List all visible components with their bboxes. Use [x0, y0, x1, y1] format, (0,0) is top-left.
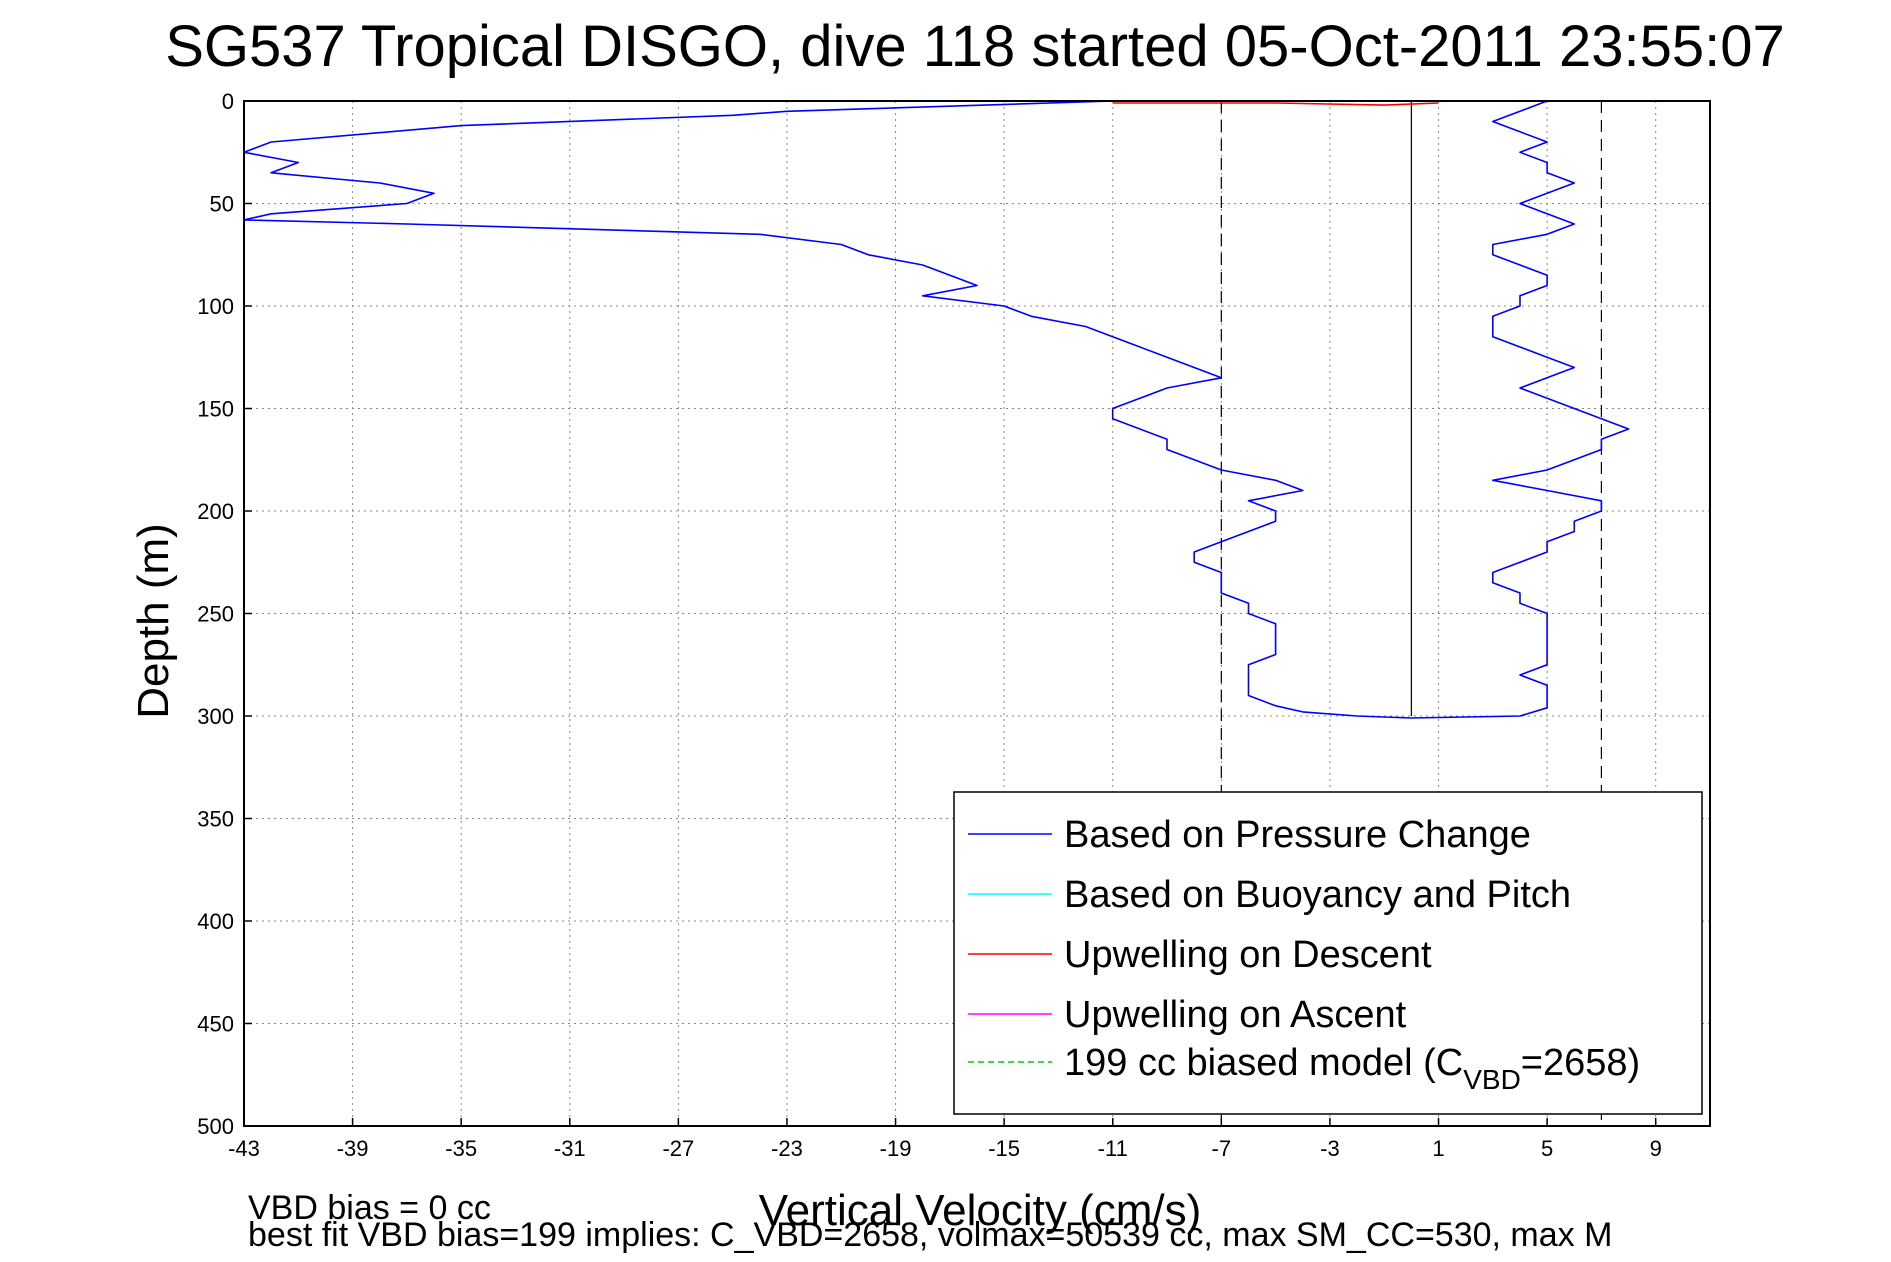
y-tick-label: 0 [222, 89, 234, 114]
series-group [243, 100, 1630, 719]
legend-label: Based on Buoyancy and Pitch [1064, 874, 1571, 916]
x-tick-label: 9 [1650, 1136, 1662, 1161]
x-tick-label: 5 [1541, 1136, 1553, 1161]
legend-label-suffix: =2658) [1521, 1042, 1640, 1084]
legend-box [953, 791, 1703, 1115]
legend-label-text: Upwelling on Ascent [1064, 994, 1407, 1036]
series-line [243, 100, 1412, 719]
legend-label-subscript: VBD [1463, 1064, 1521, 1095]
footer-line-2: best fit VBD bias=199 implies: C_VBD=265… [248, 1216, 1612, 1254]
y-tick-label: 300 [197, 704, 234, 729]
x-tick-label: -11 [1098, 1136, 1128, 1161]
legend-label-text: 199 cc biased model (C [1064, 1042, 1463, 1084]
x-tick-label: 1 [1432, 1136, 1444, 1161]
x-tick-label: -3 [1320, 1136, 1340, 1161]
legend-label: Upwelling on Ascent [1064, 994, 1407, 1036]
y-tick-label: 50 [210, 192, 234, 217]
chart-title: SG537 Tropical DISGO, dive 118 started 0… [165, 14, 1785, 79]
footer-line-1: VBD bias = 0 cc [248, 1189, 491, 1227]
legend-label-text: Based on Buoyancy and Pitch [1064, 874, 1571, 916]
x-tick-label: -19 [880, 1136, 912, 1161]
legend-label: 199 cc biased model (CVBD=2658) [1064, 1042, 1640, 1095]
y-ticks: 0 50 100 150 200 250 300 350 400 450 500 [197, 89, 252, 1139]
x-tick-label: -23 [771, 1136, 803, 1161]
x-tick-label: -39 [337, 1136, 369, 1161]
y-tick-label: 250 [197, 602, 234, 627]
x-tick-label: -27 [662, 1136, 694, 1161]
y-tick-label: 450 [197, 1012, 234, 1037]
legend-label: Based on Pressure Change [1064, 814, 1531, 856]
y-axis-label: Depth (m) [129, 523, 178, 719]
x-tick-label: -31 [554, 1136, 586, 1161]
y-tick-label: 150 [197, 397, 234, 422]
legend-label: Upwelling on Descent [1064, 934, 1432, 976]
legend: Based on Pressure Change Based on Buoyanc… [953, 791, 1703, 1115]
legend-label-text: Based on Pressure Change [1064, 814, 1531, 856]
y-tick-label: 500 [197, 1114, 234, 1139]
x-tick-label: -35 [445, 1136, 477, 1161]
series-line [1411, 100, 1630, 719]
y-tick-label: 200 [197, 499, 234, 524]
x-axis-label: Vertical Velocity (cm/s) [759, 1186, 1202, 1235]
x-tick-label: -7 [1212, 1136, 1232, 1161]
x-tick-label: -15 [988, 1136, 1020, 1161]
y-tick-label: 350 [197, 807, 234, 832]
y-tick-label: 400 [197, 909, 234, 934]
series-line [1112, 102, 1439, 106]
reference-lines [1220, 101, 1603, 1126]
x-tick-label: -43 [228, 1136, 260, 1161]
x-ticks: -43 -39 -35 -31 -27 -23 -19 -15 -11 -7 -3 1 5 9 [228, 1118, 1662, 1161]
y-tick-label: 100 [197, 294, 234, 319]
legend-label-text: Upwelling on Descent [1064, 934, 1432, 976]
